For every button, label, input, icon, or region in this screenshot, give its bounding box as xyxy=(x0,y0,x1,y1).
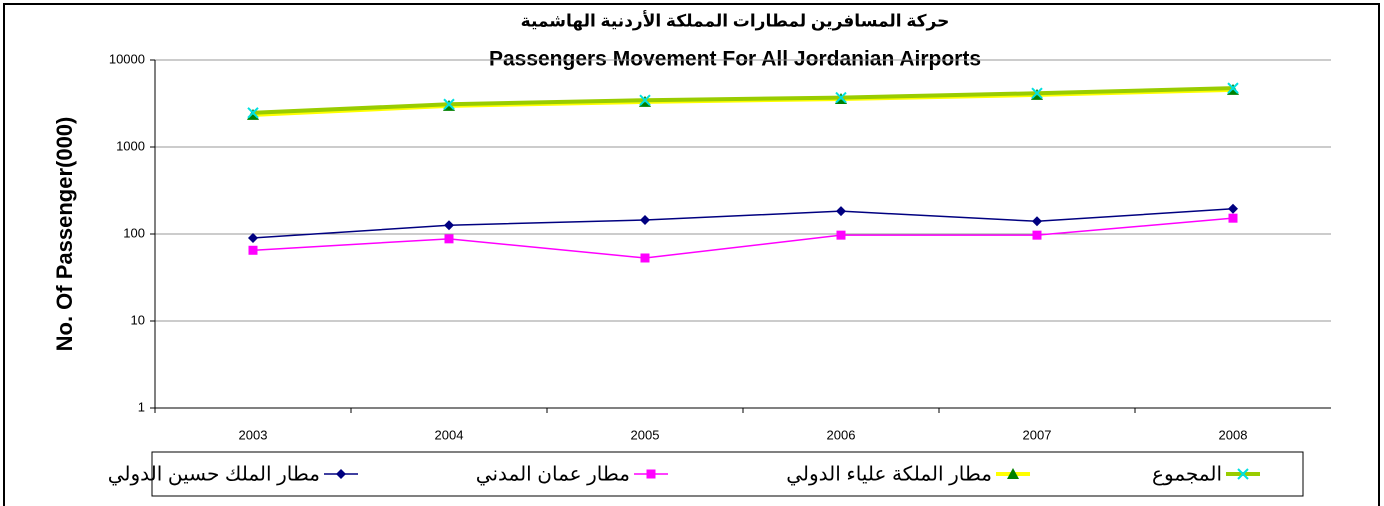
x-tick-label: 2004 xyxy=(435,427,464,442)
point xyxy=(248,232,258,243)
y-axis-label: No. Of Passenger(000) xyxy=(52,117,77,352)
chart-subtitle: Passengers Movement For All Jordanian Ai… xyxy=(489,48,981,71)
y-tick-label: 10 xyxy=(131,312,145,327)
point xyxy=(1032,230,1042,240)
point xyxy=(247,107,259,119)
point xyxy=(836,206,846,217)
point xyxy=(639,94,651,106)
chart-frame xyxy=(3,3,1380,506)
legend-marker xyxy=(1007,468,1019,479)
series-line xyxy=(252,86,1234,115)
legend-label: المجموع xyxy=(1152,463,1222,485)
y-tick-label: 100 xyxy=(123,225,145,240)
legend-label: مطار الملك حسين الدولي xyxy=(108,463,320,486)
series-line xyxy=(252,217,1234,259)
point xyxy=(1227,82,1239,94)
y-tick-label: 1000 xyxy=(116,138,145,153)
x-tick-label: 2003 xyxy=(239,427,268,442)
legend-marker xyxy=(336,469,346,479)
y-tick-label: 10000 xyxy=(109,51,145,66)
point xyxy=(248,245,258,255)
point xyxy=(1228,203,1238,214)
point xyxy=(444,234,454,244)
x-tick-label: 2008 xyxy=(1219,427,1248,442)
y-tick-label: 1 xyxy=(138,399,145,414)
chart-title: حركة المسافرين لمطارات المملكة الأردنية … xyxy=(521,10,950,31)
point xyxy=(1031,87,1043,99)
legend-label: مطار عمان المدني xyxy=(476,463,630,486)
point xyxy=(444,220,454,231)
legend-marker xyxy=(1237,468,1249,480)
x-tick-label: 2005 xyxy=(631,427,660,442)
x-tick-label: 2007 xyxy=(1023,427,1052,442)
point xyxy=(835,91,847,104)
legend-marker xyxy=(646,469,656,479)
point xyxy=(836,230,846,240)
point xyxy=(640,253,650,263)
x-tick-label: 2006 xyxy=(827,427,856,442)
point xyxy=(443,98,455,110)
legend-label: مطار الملكة علياء الدولي xyxy=(786,463,992,486)
point xyxy=(1228,213,1238,223)
series-line xyxy=(252,208,1234,239)
point xyxy=(1032,216,1042,227)
point xyxy=(640,214,650,225)
